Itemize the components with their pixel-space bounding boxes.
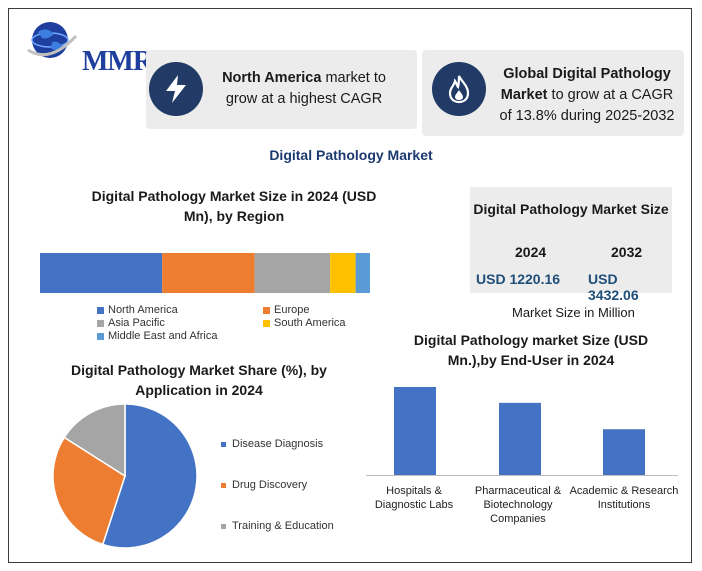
market-size-title: Digital Pathology Market Size [473,201,669,217]
bar-hospitals-diagnostic-labs [394,387,436,475]
legend-item-north-america: North America [97,304,178,316]
end-user-chart-title: Digital Pathology market Size (USD Mn.),… [413,332,649,368]
application-chart-title: Digital Pathology Market Share (%), by A… [71,362,327,398]
card-2-text: Global Digital Pathology Market to grow … [499,66,675,124]
year-2024: 2024 [515,244,547,260]
end-user-bar-chart [366,387,678,476]
infographic-frame [8,8,692,563]
highlight-card-global-cagr: Global Digital Pathology Market to grow … [422,50,684,136]
tick-label-academic-research-institutions: Academic & Research Institutions [569,485,679,511]
region-segment-europe [162,253,255,293]
region-segment-south-america [330,253,356,293]
legend-swatch [263,306,270,314]
pie-slice-disease-diagnosis [101,403,198,549]
pie-legend-item-disease-diagnosis: Disease Diagnosis [221,438,323,450]
legend-label: Asia Pacific [108,317,165,329]
mmr-logo: MMR [24,16,153,77]
application-pie-chart [52,403,198,549]
legend-label: Europe [274,304,310,316]
market-size-box: Digital Pathology Market Size 2024 2032 … [470,187,672,303]
lightning-icon [149,62,203,116]
legend-label: Disease Diagnosis [232,438,324,450]
legend-item-south-america: South America [263,317,346,329]
legend-swatch [263,319,270,327]
pie-slice-drug-discovery [52,436,126,546]
legend-label: Drug Discovery [232,479,308,491]
legend-item-asia-pacific: Asia Pacific [97,317,165,329]
region-chart-title: Digital Pathology Market Size in 2024 (U… [91,188,377,224]
region-stacked-bar [40,253,370,293]
globe-icon [27,22,78,58]
value-2032: USD 3432.06 [588,271,639,303]
bar-pharmaceutical-biotechnology-companies [499,402,541,475]
legend-label: Training & Education [232,520,334,532]
value-2024: USD 1220.16 [476,271,561,287]
legend-swatch [221,482,226,488]
legend-item-middle-east-and-africa: Middle East and Africa [97,330,217,342]
pie-legend-item-training-education: Training & Education [221,520,334,532]
legend-swatch [97,319,104,327]
legend-label: North America [108,304,178,316]
legend-item-europe: Europe [263,304,309,316]
legend-swatch [97,306,104,314]
pie-slice-training-education [63,403,126,478]
region-segment-middle-east-and-africa [355,253,370,293]
legend-swatch [221,523,226,529]
tick-label-hospitals-diagnostic-labs: Hospitals & Diagnostic Labs [374,485,454,511]
legend-swatch [221,441,226,447]
region-segment-north-america [40,253,163,293]
page-title: Digital Pathology Market [269,147,433,163]
legend-label: Middle East and Africa [108,330,218,342]
legend-swatch [97,332,104,340]
region-segment-asia-pacific [254,253,331,293]
legend-label: South America [274,317,346,329]
card-1-text: North America market to grow at a highes… [222,70,386,107]
brand-name: MMR [82,46,153,77]
year-2032: 2032 [611,244,643,260]
flame-icon [432,62,486,116]
highlight-card-north-america: North America market to grow at a highes… [146,50,417,129]
tick-label-pharmaceutical-biotechnology-companies: Pharmaceutical & Biotechnology Companies [474,485,562,525]
pie-legend-item-drug-discovery: Drug Discovery [221,479,307,491]
market-size-note: Market Size in Million [512,305,635,320]
bar-academic-research-institutions [603,429,645,475]
